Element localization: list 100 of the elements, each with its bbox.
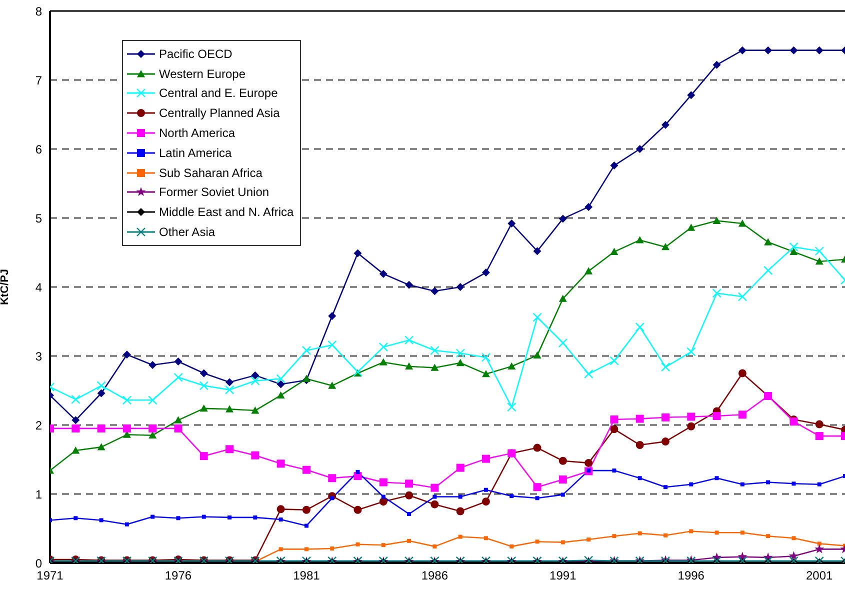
point xyxy=(379,358,388,366)
point xyxy=(302,466,310,474)
point xyxy=(636,236,644,244)
legend-label: Western Europe xyxy=(159,66,246,81)
point xyxy=(714,530,719,535)
point xyxy=(687,91,696,100)
point xyxy=(174,424,182,432)
point xyxy=(456,464,464,472)
point xyxy=(764,238,772,246)
point xyxy=(814,246,824,256)
point xyxy=(328,474,336,482)
point xyxy=(224,385,234,394)
legend-label: Latin America xyxy=(159,146,232,160)
point xyxy=(200,369,208,378)
point xyxy=(71,394,80,404)
point xyxy=(712,60,721,69)
point xyxy=(738,369,746,378)
point xyxy=(302,374,310,382)
point xyxy=(558,476,567,484)
y-tick-label: 4 xyxy=(35,280,42,294)
point xyxy=(532,312,542,322)
point xyxy=(176,516,180,520)
point xyxy=(330,546,334,551)
point xyxy=(610,162,618,170)
point xyxy=(714,476,719,480)
point xyxy=(482,268,490,277)
point xyxy=(481,352,491,362)
point xyxy=(405,280,414,289)
point xyxy=(150,514,155,519)
point xyxy=(584,202,593,211)
point xyxy=(430,484,439,492)
point xyxy=(689,529,694,534)
y-tick-label: 5 xyxy=(35,211,42,226)
point xyxy=(97,389,106,398)
point xyxy=(510,544,514,548)
point xyxy=(174,416,182,424)
point xyxy=(635,322,644,332)
point xyxy=(815,432,824,440)
point xyxy=(817,542,822,546)
x-tick-label: 1986 xyxy=(421,568,448,583)
legend-label: Sub Saharan Africa xyxy=(159,166,262,180)
point xyxy=(328,382,336,389)
legend-label: North America xyxy=(159,126,236,140)
point xyxy=(458,494,462,499)
y-tick-label: 7 xyxy=(35,73,42,88)
point xyxy=(815,46,824,54)
point xyxy=(276,505,285,514)
point xyxy=(790,248,798,256)
point xyxy=(404,336,414,345)
point xyxy=(199,381,208,390)
point xyxy=(586,538,591,542)
point xyxy=(407,512,412,516)
point xyxy=(535,540,540,544)
point xyxy=(482,498,490,506)
point xyxy=(328,312,336,320)
point xyxy=(251,406,260,414)
point xyxy=(482,454,490,463)
point xyxy=(226,405,234,412)
point xyxy=(302,506,310,514)
point xyxy=(533,351,542,359)
point xyxy=(789,242,798,252)
point xyxy=(612,534,616,538)
point xyxy=(278,547,283,552)
point xyxy=(72,424,80,432)
point xyxy=(508,220,516,228)
point xyxy=(276,391,285,399)
point xyxy=(610,356,619,366)
point xyxy=(456,358,464,366)
point xyxy=(636,145,644,153)
point xyxy=(381,543,386,548)
point xyxy=(302,346,312,356)
point xyxy=(304,524,308,528)
legend-label: Central and E. Europe xyxy=(159,86,278,100)
point xyxy=(738,410,746,419)
point xyxy=(430,500,439,508)
point xyxy=(484,536,488,540)
point xyxy=(535,496,540,500)
point xyxy=(766,534,770,538)
point xyxy=(740,530,744,535)
point xyxy=(558,214,567,223)
y-axis-title: KtC/PJ xyxy=(0,268,11,306)
point xyxy=(584,369,594,379)
point xyxy=(432,544,437,548)
point xyxy=(251,371,260,380)
point xyxy=(148,360,157,369)
point xyxy=(663,485,668,490)
point xyxy=(456,348,465,358)
point xyxy=(226,378,234,386)
point xyxy=(482,370,490,378)
point xyxy=(764,46,772,54)
point xyxy=(228,515,232,520)
point xyxy=(174,358,182,366)
point xyxy=(740,482,744,486)
legend-label: Other Asia xyxy=(159,225,216,240)
point xyxy=(712,288,722,298)
point xyxy=(430,364,439,371)
legend-label: Former Soviet Union xyxy=(159,185,270,200)
point xyxy=(148,424,157,432)
point xyxy=(660,362,670,372)
point xyxy=(405,480,414,488)
